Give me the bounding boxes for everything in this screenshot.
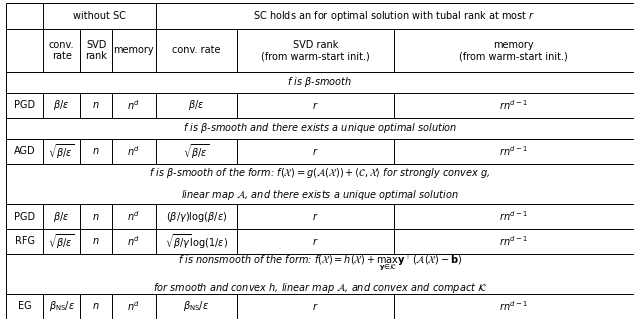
- Text: $n^d$: $n^d$: [127, 234, 140, 248]
- Text: $(\beta/\gamma)\log(\beta/\varepsilon)$: $(\beta/\gamma)\log(\beta/\varepsilon)$: [166, 210, 227, 223]
- Text: PGD: PGD: [14, 212, 35, 222]
- Text: $n$: $n$: [92, 212, 100, 222]
- Text: $\beta/\varepsilon$: $\beta/\varepsilon$: [53, 210, 70, 223]
- Text: $n^d$: $n^d$: [127, 210, 140, 223]
- Text: SC holds an for optimal solution with tubal rank at most $r$: SC holds an for optimal solution with tu…: [253, 9, 536, 23]
- Text: $\beta_{\mathrm{NS}}/\varepsilon$: $\beta_{\mathrm{NS}}/\varepsilon$: [49, 299, 75, 313]
- Text: $r$: $r$: [312, 146, 319, 157]
- Text: memory
(from warm-start init.): memory (from warm-start init.): [460, 40, 568, 61]
- Text: memory: memory: [113, 45, 154, 55]
- Text: $rn^{d-1}$: $rn^{d-1}$: [499, 234, 528, 248]
- Text: PGD: PGD: [14, 100, 35, 110]
- Text: $r$: $r$: [312, 301, 319, 312]
- Text: $n$: $n$: [92, 100, 100, 110]
- Text: EG: EG: [18, 301, 31, 311]
- Text: $r$: $r$: [312, 211, 319, 222]
- Text: $n$: $n$: [92, 301, 100, 311]
- Text: $rn^{d-1}$: $rn^{d-1}$: [499, 210, 528, 223]
- Text: $\beta_{\mathrm{NS}}/\varepsilon$: $\beta_{\mathrm{NS}}/\varepsilon$: [183, 299, 209, 313]
- Text: $\beta/\varepsilon$: $\beta/\varepsilon$: [53, 99, 70, 112]
- Text: $rn^{d-1}$: $rn^{d-1}$: [499, 299, 528, 313]
- Text: $n^d$: $n^d$: [127, 145, 140, 158]
- Text: $rn^{d-1}$: $rn^{d-1}$: [499, 145, 528, 158]
- Text: $r$: $r$: [312, 236, 319, 247]
- Text: $n$: $n$: [92, 147, 100, 156]
- Text: without SC: without SC: [73, 11, 125, 21]
- Text: AGD: AGD: [14, 147, 35, 156]
- Text: conv. rate: conv. rate: [172, 45, 221, 55]
- Text: $\beta/\varepsilon$: $\beta/\varepsilon$: [188, 99, 205, 112]
- Text: $\sqrt{\beta/\varepsilon}$: $\sqrt{\beta/\varepsilon}$: [49, 232, 75, 251]
- Text: $\sqrt{\beta/\gamma}\log(1/\varepsilon)$: $\sqrt{\beta/\gamma}\log(1/\varepsilon)$: [165, 232, 228, 251]
- Text: conv.
rate: conv. rate: [49, 40, 74, 61]
- Text: $\sqrt{\beta/\varepsilon}$: $\sqrt{\beta/\varepsilon}$: [183, 142, 209, 161]
- Text: $n^d$: $n^d$: [127, 299, 140, 313]
- Text: $n$: $n$: [92, 236, 100, 246]
- Text: $r$: $r$: [312, 100, 319, 111]
- Text: $\sqrt{\beta/\varepsilon}$: $\sqrt{\beta/\varepsilon}$: [49, 142, 75, 161]
- Text: $f$ is $\beta$-smooth of the form: $f(\mathcal{X}) = g(\mathcal{A}(\mathcal{X})): $f$ is $\beta$-smooth of the form: $f(\m…: [149, 166, 491, 202]
- Text: $n^d$: $n^d$: [127, 99, 140, 112]
- Text: RFG: RFG: [15, 236, 35, 246]
- Text: SVD
rank: SVD rank: [85, 40, 107, 61]
- Text: $f$ is $\beta$-smooth: $f$ is $\beta$-smooth: [287, 75, 353, 90]
- Text: SVD rank
(from warm-start init.): SVD rank (from warm-start init.): [261, 40, 370, 61]
- Text: $f$ is nonsmooth of the form: $f(\mathcal{X}) = h(\mathcal{X}) + \max_{\mathbf{y: $f$ is nonsmooth of the form: $f(\mathca…: [153, 252, 487, 295]
- Text: $rn^{d-1}$: $rn^{d-1}$: [499, 99, 528, 112]
- Text: $f$ is $\beta$-smooth and there exists a unique optimal solution: $f$ is $\beta$-smooth and there exists a…: [183, 121, 457, 136]
